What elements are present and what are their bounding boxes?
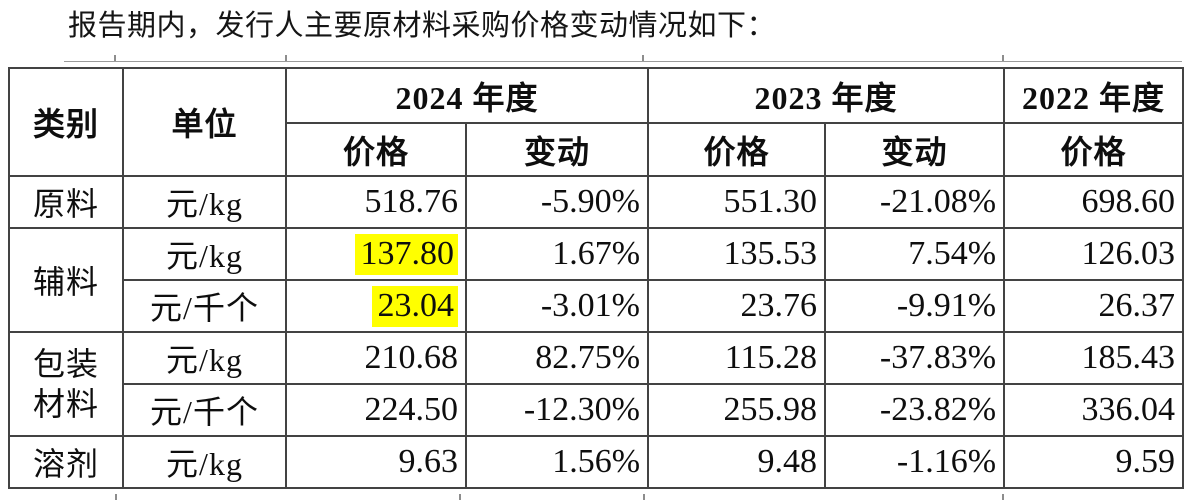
cell-2022-price: 698.60 — [1003, 175, 1185, 229]
cell-category: 原料 — [8, 175, 124, 229]
highlighted-value: 23.04 — [371, 285, 458, 327]
cell-2023-change: 7.54% — [824, 227, 1006, 281]
cell-2023-price: 115.28 — [647, 331, 827, 385]
cell-2022-price: 9.59 — [1003, 435, 1185, 489]
cell-unit: 元/千个 — [122, 383, 287, 437]
cell-2024-price: 137.80 — [285, 227, 467, 281]
cell-2023-change: -21.08% — [824, 175, 1006, 229]
cell-category: 包装材料 — [8, 331, 124, 437]
cell-2023-change: -9.91% — [824, 279, 1006, 333]
cell-unit: 元/kg — [122, 227, 287, 281]
cell-2024-price: 518.76 — [285, 175, 467, 229]
cell-unit: 元/kg — [122, 175, 287, 229]
cell-category: 辅料 — [8, 227, 124, 333]
cell-unit: 元/kg — [122, 331, 287, 385]
cell-2023-change: -37.83% — [824, 331, 1006, 385]
cell-2023-change: -1.16% — [824, 435, 1006, 489]
table-row-auxiliary-thousand: 元/千个 23.04 -3.01% 23.76 -9.91% 26.37 — [9, 279, 1185, 333]
cell-2023-change: -23.82% — [824, 383, 1006, 437]
clipped-row-artifact-stub — [643, 494, 645, 500]
col-header-2024-price: 价格 — [285, 122, 467, 177]
header-row-metrics: 价格 变动 价格 变动 价格 — [9, 122, 1185, 177]
highlighted-value: 137.80 — [354, 233, 458, 275]
table-row-packaging-kg: 包装材料 元/kg 210.68 82.75% 115.28 -37.83% 1… — [8, 331, 1185, 437]
clipped-row-artifact-stub — [1002, 55, 1004, 61]
cell-unit: 元/千个 — [122, 279, 287, 333]
clipped-row-artifact-stub — [459, 494, 461, 500]
clipped-row-artifact-stub — [114, 55, 116, 61]
cell-2024-change: -5.90% — [464, 175, 650, 229]
col-header-2023-change: 变动 — [824, 122, 1006, 177]
raw-material-price-table: 类别 单位 2024 年度 2023 年度 2022 年度 价格 变动 价格 变… — [8, 67, 1185, 489]
header-row-years: 类别 单位 2024 年度 2023 年度 2022 年度 — [8, 67, 1185, 177]
intro-paragraph: 报告期内，发行人主要原材料采购价格变动情况如下： — [68, 10, 777, 42]
clipped-row-artifact-stub — [642, 55, 644, 61]
col-header-year-2022: 2022 年度 — [1003, 67, 1185, 124]
cell-2023-price: 135.53 — [647, 227, 827, 281]
cell-2023-price: 255.98 — [647, 383, 827, 437]
col-header-2022-price: 价格 — [1003, 122, 1185, 177]
col-header-year-2023: 2023 年度 — [647, 67, 1006, 124]
cell-2023-price: 23.76 — [647, 279, 827, 333]
cell-2024-price: 9.63 — [285, 435, 467, 489]
table-row-raw-material: 原料 元/kg 518.76 -5.90% 551.30 -21.08% 698… — [8, 175, 1185, 229]
cell-2024-change: 82.75% — [464, 331, 650, 385]
cell-2024-change: 1.67% — [464, 227, 650, 281]
clipped-row-artifact-stub — [1002, 494, 1004, 500]
col-header-year-2024: 2024 年度 — [284, 67, 650, 124]
col-header-2023-price: 价格 — [647, 122, 827, 177]
table-row-packaging-thousand: 元/千个 224.50 -12.30% 255.98 -23.82% 336.0… — [9, 383, 1185, 437]
cell-2024-price: 210.68 — [285, 331, 467, 385]
cell-2022-price: 185.43 — [1003, 331, 1185, 385]
category-wrapped-text: 包装材料 — [32, 346, 99, 422]
cell-2024-price: 23.04 — [285, 279, 467, 333]
table-row-auxiliary-kg: 辅料 元/kg 137.80 1.67% 135.53 7.54% 126.03 — [8, 227, 1185, 333]
cell-2024-price: 224.50 — [285, 383, 467, 437]
col-header-2024-change: 变动 — [464, 122, 650, 177]
cell-2023-price: 551.30 — [647, 175, 827, 229]
cell-2022-price: 26.37 — [1003, 279, 1185, 333]
clipped-row-artifact-stub — [115, 494, 117, 500]
cell-unit: 元/kg — [122, 435, 287, 489]
cell-category: 溶剂 — [8, 435, 124, 489]
cell-2022-price: 126.03 — [1003, 227, 1185, 281]
cell-2024-change: -3.01% — [464, 279, 650, 333]
cell-2023-price: 9.48 — [647, 435, 827, 489]
cell-2024-change: 1.56% — [464, 435, 650, 489]
col-header-category: 类别 — [8, 67, 124, 177]
col-header-unit: 单位 — [122, 67, 287, 177]
cell-2022-price: 336.04 — [1003, 383, 1185, 437]
cell-2024-change: -12.30% — [464, 383, 650, 437]
clipped-row-artifact-stub — [285, 55, 287, 61]
clipped-row-artifact-line — [64, 61, 1182, 62]
table-row-solvent: 溶剂 元/kg 9.63 1.56% 9.48 -1.16% 9.59 — [8, 435, 1185, 489]
